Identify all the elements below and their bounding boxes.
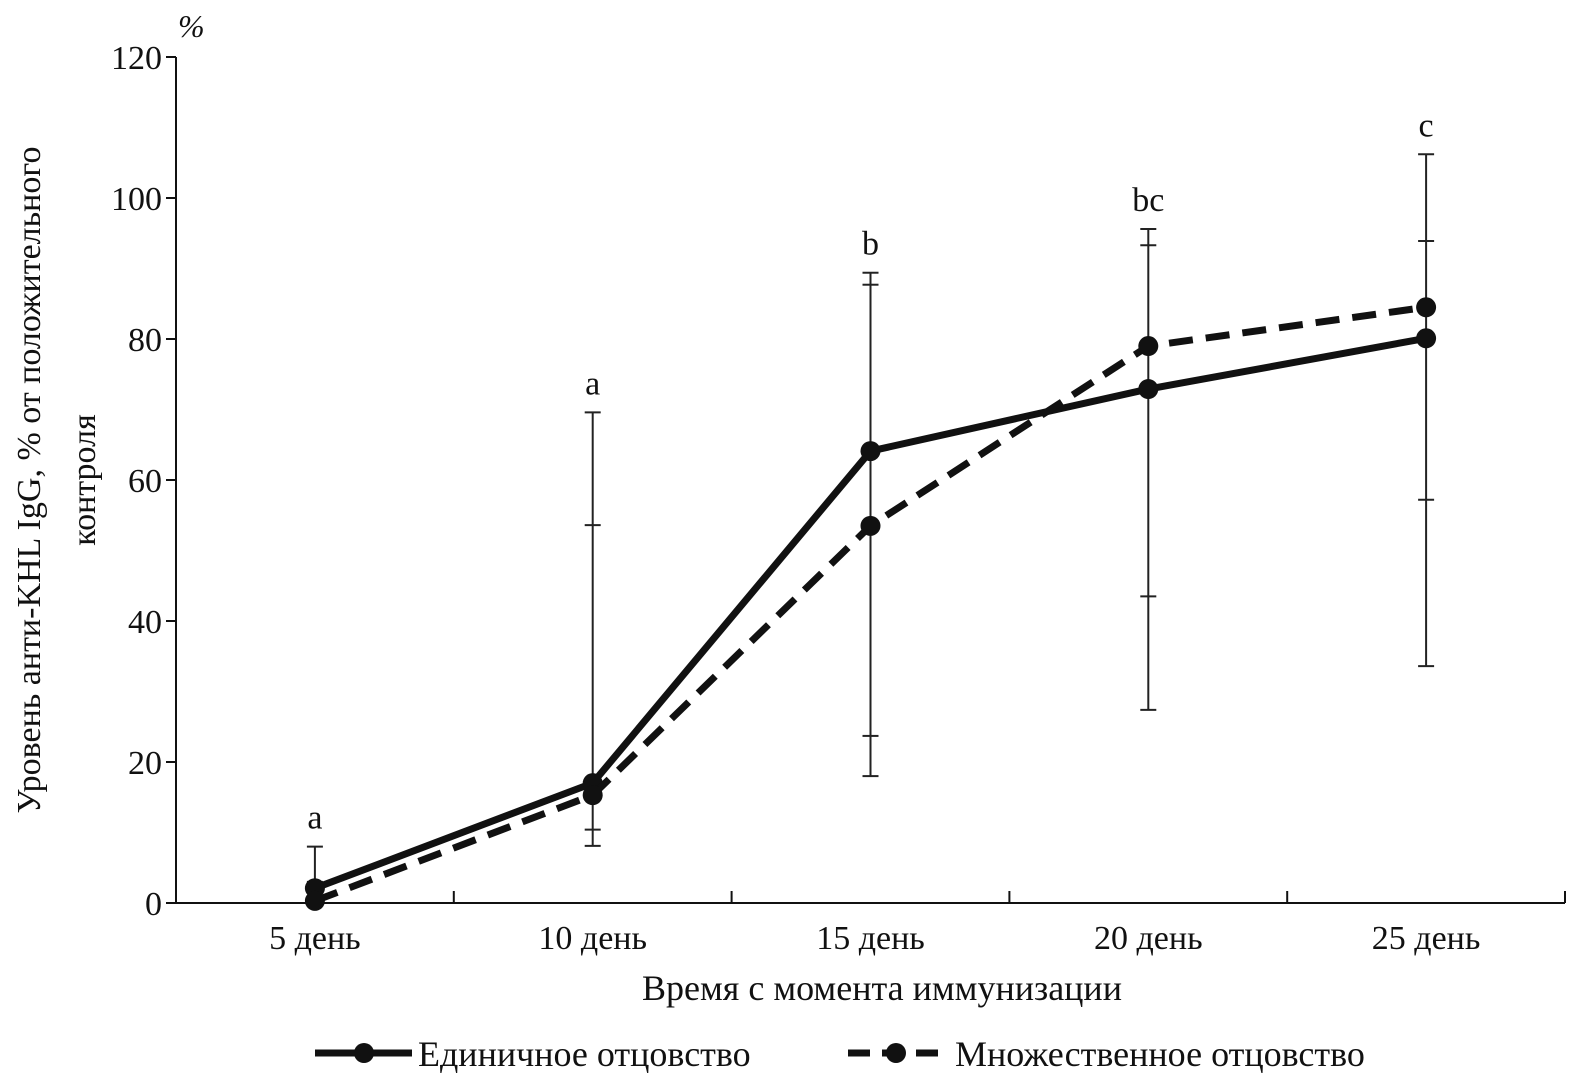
y-axis-label-line2: контроля — [66, 414, 103, 546]
significance-letter: a — [585, 365, 600, 402]
x-tick-label: 5 день — [269, 920, 361, 957]
y-tick-label: 100 — [111, 181, 162, 218]
data-point-series-1 — [860, 441, 881, 462]
x-axis-label: Время с момента иммунизации — [642, 968, 1122, 1008]
x-tick-label: 10 день — [538, 920, 647, 957]
legend: Единичное отцовство Множественное отцовс… — [315, 1034, 1365, 1074]
y-axis-label-line1: Уровень анти-KHL IgG, % от положительног… — [11, 147, 48, 814]
significance-letter: b — [862, 226, 879, 263]
data-point-series-2 — [1416, 297, 1437, 318]
legend-solid-marker — [354, 1043, 374, 1063]
y-tick-label: 60 — [128, 463, 162, 500]
y-tick-label: 120 — [111, 40, 162, 77]
data-point-series-2 — [860, 515, 881, 536]
error-bars — [306, 153, 1435, 883]
y-axis: 0 20 40 60 80 100 120 — [111, 40, 177, 923]
legend-label-multiple: Множественное отцовство — [955, 1034, 1365, 1074]
data-point-series-2 — [304, 890, 325, 911]
legend-label-single: Единичное отцовство — [418, 1034, 751, 1074]
data-point-series-2 — [582, 785, 603, 806]
x-tick-label: 25 день — [1372, 920, 1481, 957]
significance-letters: a a b bc c — [307, 107, 1433, 836]
y-tick-label: 80 — [128, 322, 162, 359]
unit-label: % — [178, 8, 205, 44]
x-tick-label: 20 день — [1094, 920, 1203, 957]
series-group — [304, 297, 1437, 911]
data-point-series-1 — [1138, 379, 1159, 400]
x-tick-label: 15 день — [816, 920, 925, 957]
x-axis: 5 день 10 день 15 день 20 день 25 день — [176, 891, 1566, 957]
data-point-series-2 — [1138, 336, 1159, 357]
significance-letter: a — [307, 800, 322, 837]
significance-letter: c — [1419, 107, 1434, 144]
significance-letter: bc — [1132, 182, 1164, 219]
y-tick-label: 20 — [128, 745, 162, 782]
legend-dashed-marker — [886, 1043, 906, 1063]
y-tick-label: 0 — [145, 886, 162, 923]
y-tick-label: 40 — [128, 604, 162, 641]
data-point-series-1 — [1416, 328, 1437, 349]
